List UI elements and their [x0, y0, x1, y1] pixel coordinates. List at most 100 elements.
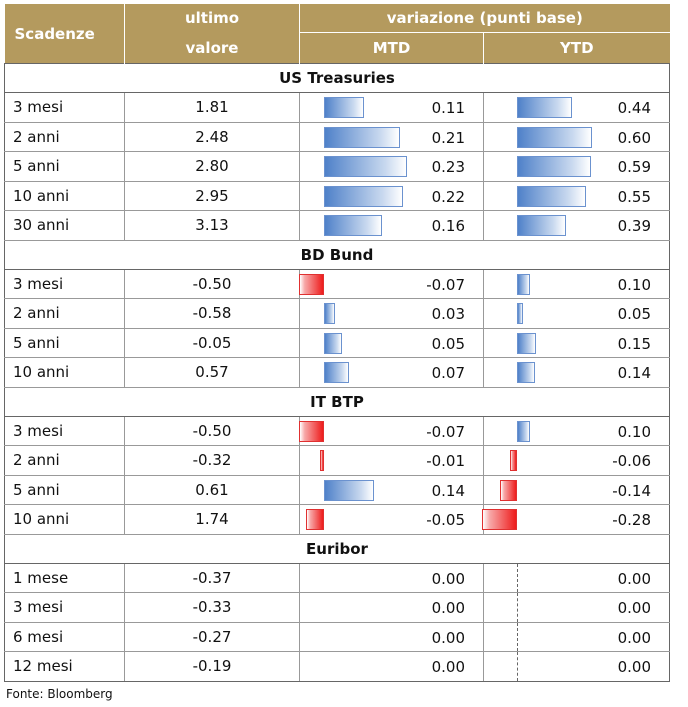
group-header-bd-bund: BD Bund: [4, 239, 670, 270]
ytd-value: 0.39: [617, 217, 651, 235]
table-row: 2 anni 2.48 0.21 0.60: [4, 122, 670, 152]
ytd-value: 0.60: [617, 128, 651, 147]
group-header-it-btp: IT BTP: [4, 386, 670, 417]
ytd-bar: [517, 97, 572, 118]
ytd-zero-axis: [517, 622, 518, 651]
group-header-euribor: Euribor: [4, 533, 670, 564]
ultimo-valore: 2.48: [124, 122, 300, 152]
table-row: 3 mesi -0.33 0.00 0.00: [4, 592, 670, 623]
ytd-value: 0.10: [617, 422, 651, 441]
mtd-bar: [324, 362, 350, 383]
ytd-cell: -0.28: [482, 504, 670, 535]
ytd-bar: [517, 156, 591, 177]
mtd-bar: [320, 450, 324, 471]
ytd-bar: [482, 509, 517, 530]
mtd-bar: [324, 479, 375, 501]
group-header-us-treasuries: US Treasuries: [4, 63, 670, 93]
mtd-bar: [298, 273, 324, 295]
mtd-cell: 0.11: [299, 92, 484, 123]
ytd-bar: [517, 420, 530, 442]
maturity-label: 10 anni: [4, 504, 125, 535]
ultimo-valore: 0.57: [124, 357, 300, 388]
ultimo-valore: 2.80: [124, 151, 300, 182]
maturity-label: 10 anni: [4, 357, 125, 388]
ytd-bar: [509, 450, 517, 471]
ultimo-valore: 1.74: [124, 504, 300, 535]
ytd-value: -0.28: [612, 511, 651, 529]
mtd-value: -0.07: [426, 422, 465, 441]
ytd-bar: [517, 332, 536, 354]
ultimo-valore: -0.05: [124, 328, 300, 358]
ytd-bar: [499, 479, 517, 501]
group-title: IT BTP: [4, 386, 670, 417]
ytd-cell: 0.00: [483, 563, 670, 593]
header-ultimo-line2: valore: [124, 32, 300, 64]
maturity-label: 2 anni: [4, 298, 125, 329]
ytd-value: 0.00: [617, 569, 651, 588]
mtd-bar: [324, 215, 382, 236]
mtd-cell: 0.07: [299, 357, 484, 388]
mtd-bar: [298, 420, 324, 442]
ytd-bar: [517, 215, 566, 236]
ytd-bar: [517, 362, 535, 383]
mtd-cell: 0.03: [299, 298, 484, 329]
mtd-cell: 0.21: [299, 122, 484, 152]
mtd-value: -0.05: [426, 511, 465, 529]
ultimo-valore: -0.58: [124, 298, 300, 329]
ytd-value: 0.15: [617, 334, 651, 353]
table-row: 2 anni -0.58 0.03 0.05: [4, 298, 670, 329]
maturity-label: 5 anni: [4, 151, 125, 182]
ytd-cell: 0.59: [483, 151, 670, 182]
mtd-cell: 0.23: [299, 151, 484, 182]
ultimo-valore: -0.19: [124, 651, 300, 682]
ytd-cell: 0.00: [483, 622, 670, 652]
ytd-value: 0.05: [617, 305, 651, 323]
table-row: 10 anni 2.95 0.22 0.55: [4, 181, 670, 211]
maturity-label: 5 anni: [4, 475, 125, 505]
ytd-bar: [517, 185, 586, 207]
ytd-zero-axis: [517, 563, 518, 592]
ultimo-valore: 0.61: [124, 475, 300, 505]
mtd-value: 0.00: [431, 628, 465, 647]
mtd-cell: -0.07: [298, 416, 484, 446]
ultimo-valore: -0.37: [124, 563, 300, 593]
table-row: 3 mesi 1.81 0.11 0.44: [4, 92, 670, 123]
ytd-cell: 0.15: [483, 328, 670, 358]
ytd-value: -0.14: [612, 481, 651, 500]
maturity-label: 3 mesi: [4, 269, 125, 299]
ytd-value: 0.59: [617, 158, 651, 176]
mtd-value: 0.00: [431, 599, 465, 617]
mtd-value: -0.07: [426, 275, 465, 294]
ytd-value: 0.00: [617, 599, 651, 617]
ytd-zero-axis: [517, 593, 518, 622]
mtd-value: 0.03: [431, 305, 465, 323]
mtd-cell: -0.07: [298, 269, 484, 299]
ytd-cell: 0.55: [483, 181, 670, 211]
header-ytd: YTD: [483, 32, 670, 64]
source-note: Fonte: Bloomberg: [6, 687, 113, 701]
mtd-value: 0.00: [431, 569, 465, 588]
mtd-bar: [324, 332, 342, 354]
ytd-cell: -0.14: [483, 475, 670, 505]
ultimo-valore: -0.50: [124, 416, 300, 446]
ytd-zero-axis: [517, 652, 518, 681]
table-row: 10 anni 1.74 -0.05 -0.28: [4, 504, 670, 535]
table-row: 3 mesi -0.50 -0.07 0.10: [4, 416, 670, 446]
ultimo-valore: 1.81: [124, 92, 300, 123]
mtd-cell: 0.05: [299, 328, 484, 358]
ytd-value: 0.55: [617, 187, 651, 206]
maturity-label: 1 mese: [4, 563, 125, 593]
ytd-cell: 0.05: [483, 298, 670, 329]
ytd-value: 0.10: [617, 275, 651, 294]
table-body: US Treasuries 3 mesi 1.81 0.11 0.44 2 anni 2.4…: [4, 63, 670, 682]
ytd-cell: 0.39: [483, 210, 670, 241]
mtd-bar: [324, 126, 400, 148]
mtd-value: 0.11: [431, 99, 465, 117]
mtd-value: 0.05: [431, 334, 465, 353]
maturity-label: 3 mesi: [4, 592, 125, 623]
table-row: 5 anni 2.80 0.23 0.59: [4, 151, 670, 182]
ytd-cell: 0.44: [483, 92, 670, 123]
header-scadenze: Scadenze: [4, 4, 125, 64]
header-row-bottom: valore MTD YTD: [5, 32, 670, 64]
